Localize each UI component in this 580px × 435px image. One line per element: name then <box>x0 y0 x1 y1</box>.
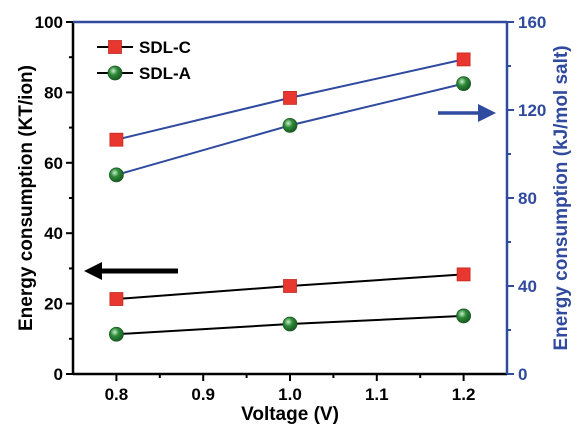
data-point-sdl-c-left <box>456 267 471 282</box>
data-point-sdl-a-right <box>456 76 472 91</box>
right-y-axis-title: Energy consumption (kJ/mol salt) <box>551 45 572 350</box>
data-point-sdl-c-right <box>109 132 124 147</box>
x-tick-label: 0.9 <box>191 385 215 404</box>
left-y-tick-label: 100 <box>35 13 63 32</box>
x-tick-label: 0.8 <box>105 385 129 404</box>
data-point-sdl-a-right <box>282 118 298 133</box>
right-y-tick-label: 120 <box>518 101 546 120</box>
right-y-tick-label: 40 <box>518 277 537 296</box>
left-axis-arrow-head <box>84 262 102 280</box>
right-y-tick-label: 80 <box>518 189 537 208</box>
x-tick-label: 1.2 <box>452 385 476 404</box>
data-point-sdl-c-left <box>283 279 297 293</box>
right-y-tick-label: 0 <box>518 365 527 384</box>
left-y-tick-label: 60 <box>44 154 63 173</box>
x-tick-label: 1.0 <box>278 385 302 404</box>
x-tick-label: 1.1 <box>365 385 389 404</box>
left-y-tick-label: 0 <box>54 365 63 384</box>
data-point-sdl-c-right <box>456 52 471 67</box>
left-y-tick-label: 80 <box>44 83 63 102</box>
left-y-tick-label: 40 <box>44 224 63 243</box>
data-point-sdl-a-left <box>109 326 124 342</box>
data-point-sdl-a-left <box>282 316 298 332</box>
right-axis-arrow-head <box>478 104 496 122</box>
left-y-tick-label: 20 <box>44 295 63 314</box>
legend-marker-sdl-a <box>107 65 123 81</box>
left-y-axis-title: Energy consumption (KT/ion) <box>16 65 37 331</box>
data-point-sdl-a-right <box>109 167 124 183</box>
x-axis-title: Voltage (V) <box>241 404 339 425</box>
data-point-sdl-a-left <box>456 308 472 324</box>
legend-label-sdl-c: SDL-C <box>139 38 191 57</box>
legend-label-sdl-a: SDL-A <box>139 64 191 83</box>
right-y-tick-label: 160 <box>518 13 546 32</box>
data-point-sdl-c-left <box>109 292 124 306</box>
data-point-sdl-c-right <box>283 91 297 105</box>
legend-marker-sdl-c <box>108 40 122 54</box>
